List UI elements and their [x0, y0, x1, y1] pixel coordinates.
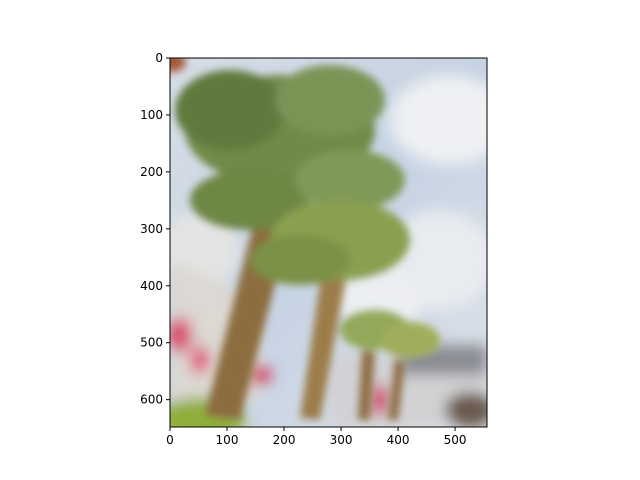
- x-tick-label: 100: [216, 433, 239, 447]
- x-axis: 0 100 200 300 400 500: [166, 427, 467, 447]
- y-tick-label: 300: [140, 222, 163, 236]
- y-tick-label: 0: [155, 51, 163, 65]
- x-tick-label: 400: [387, 433, 410, 447]
- y-tick-label: 400: [140, 279, 163, 293]
- y-tick-label: 200: [140, 165, 163, 179]
- x-tick-label: 0: [166, 433, 174, 447]
- y-tick-label: 500: [140, 336, 163, 350]
- axes-frame: [169, 57, 488, 428]
- photo-image: [170, 58, 487, 427]
- x-tick-label: 300: [330, 433, 353, 447]
- y-axis: 0 100 200 300 400 500 600: [140, 51, 170, 407]
- x-tick-label: 200: [273, 433, 296, 447]
- x-tick-label: 500: [444, 433, 467, 447]
- y-tick-label: 100: [140, 108, 163, 122]
- y-tick-label: 600: [140, 393, 163, 407]
